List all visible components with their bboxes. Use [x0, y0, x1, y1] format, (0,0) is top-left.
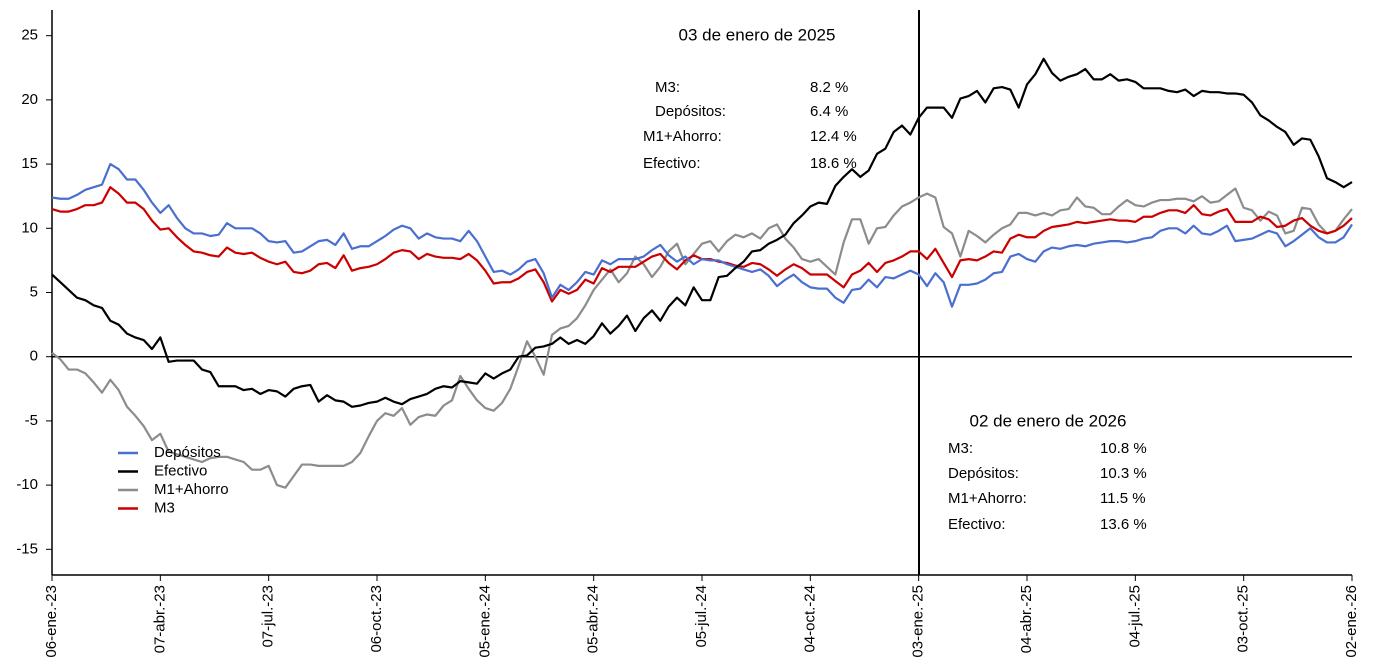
- x-tick-label: 06-oct.-23: [368, 585, 385, 653]
- x-tick-label: 07-jul.-23: [260, 585, 277, 648]
- annotation-value: 10.8 %: [1100, 440, 1147, 457]
- annotation-value: 18.6 %: [810, 155, 857, 172]
- annotation-value: 11.5 %: [1100, 490, 1146, 507]
- x-tick-label: 05-jul.-24: [693, 585, 710, 648]
- x-tick-label: 03-ene.-25: [910, 585, 927, 658]
- annotation-value: 10.3 %: [1100, 465, 1147, 482]
- series-line: [51, 57, 1353, 408]
- annotation-label: Depósitos:: [948, 465, 1019, 482]
- legend-label: Efectivo: [154, 462, 207, 479]
- x-tick-label: 06-ene.-23: [43, 585, 60, 658]
- annotation-label: M1+Ahorro:: [948, 490, 1027, 507]
- annotation-title: 02 de enero de 2026: [970, 411, 1127, 430]
- annotation-value: 13.6 %: [1100, 516, 1147, 533]
- annotation-label: M1+Ahorro:: [643, 128, 722, 145]
- y-tick-label: 10: [21, 219, 38, 236]
- x-tick-label: 05-abr.-24: [585, 585, 602, 653]
- x-tick-label: 04-oct.-24: [801, 585, 818, 653]
- legend-label: Depósitos: [154, 444, 221, 461]
- y-tick-label: -15: [16, 540, 38, 557]
- annotation-value: 8.2 %: [810, 79, 848, 96]
- annotation-title: 03 de enero de 2025: [679, 25, 836, 44]
- x-tick-label: 07-abr.-23: [151, 585, 168, 653]
- series-line: [51, 162, 1353, 308]
- annotation-label: M3:: [655, 79, 680, 96]
- annotation-label: M3:: [948, 440, 973, 457]
- x-tick-label: 05-ene.-24: [476, 585, 493, 658]
- annotation-label: Efectivo:: [643, 155, 701, 172]
- y-tick-label: -10: [16, 476, 38, 493]
- x-tick-label: 04-jul.-25: [1126, 585, 1143, 648]
- y-tick-label: 15: [21, 155, 38, 172]
- annotation-label: Efectivo:: [948, 516, 1006, 533]
- series-line: [51, 187, 1353, 489]
- annotation-value: 6.4 %: [810, 103, 848, 120]
- annotation-value: 12.4 %: [810, 128, 857, 145]
- y-tick-label: 25: [21, 27, 38, 44]
- y-tick-label: -5: [25, 412, 38, 429]
- annotation-label: Depósitos:: [655, 103, 726, 120]
- x-tick-label: 04-abr.-25: [1018, 585, 1035, 653]
- y-tick-label: 5: [30, 283, 38, 300]
- x-tick-label: 02-ene.-26: [1343, 585, 1360, 658]
- y-tick-label: 0: [30, 348, 38, 365]
- x-tick-label: 03-oct.-25: [1235, 585, 1252, 653]
- legend-label: M3: [154, 499, 175, 516]
- legend-label: M1+Ahorro: [154, 481, 229, 498]
- y-tick-label: 20: [21, 91, 38, 108]
